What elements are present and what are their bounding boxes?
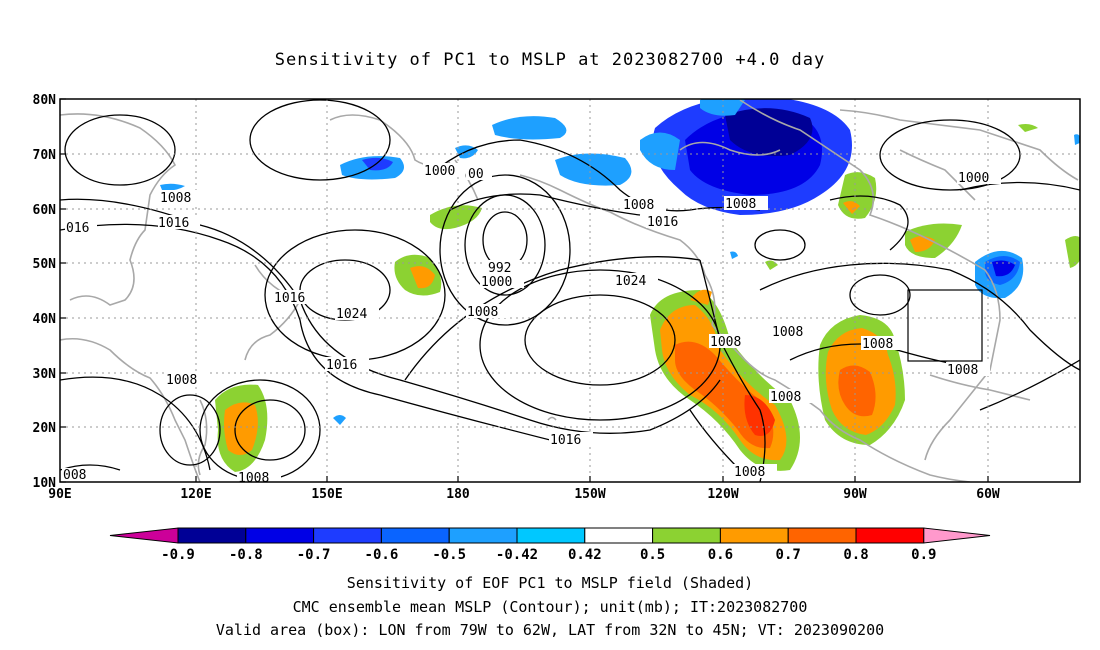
- contour-label: 1000: [958, 171, 989, 186]
- contour-label: 1016: [647, 215, 678, 230]
- colorbar-swatch: [516, 527, 586, 544]
- colorbar-label: -0.6: [365, 547, 399, 563]
- footer-line-contour: CMC ensemble mean MSLP (Contour); unit(m…: [292, 598, 808, 616]
- colorbar-swatch: [584, 527, 654, 544]
- lon-tick-label: 150W: [574, 487, 605, 502]
- colorbar-label: 0.42: [568, 547, 602, 563]
- lat-tick-label: 20N: [33, 421, 57, 436]
- colorbar-high-triangle: [923, 527, 991, 544]
- colorbar-label: 0.9: [911, 547, 936, 563]
- footer-line-valid-area: Valid area (box): LON from 79W to 62W, L…: [215, 621, 885, 639]
- contour-label: 1008: [710, 335, 741, 350]
- contour-label: 1008: [862, 337, 893, 352]
- colorbar-swatch: [245, 527, 315, 544]
- lon-tick-label: 90W: [843, 487, 867, 502]
- coastlines: [60, 99, 1079, 482]
- lon-tick-label: 90E: [48, 487, 71, 502]
- colorbar-label: 0.5: [640, 547, 665, 563]
- colorbar-swatch: [787, 527, 857, 544]
- contour-label: 008: [63, 468, 86, 483]
- colorbar-label: -0.8: [229, 547, 263, 563]
- contour-label: 1008: [772, 325, 803, 340]
- contour-label: 1016: [326, 358, 357, 373]
- gridlines: [60, 99, 1080, 482]
- contour-label: 1000: [481, 275, 512, 290]
- contour-label: 1024: [615, 274, 646, 289]
- valid-area-box: [907, 289, 983, 362]
- contour-label: 1008: [238, 471, 269, 486]
- colorbar-swatch: [177, 527, 247, 544]
- contour-label: 1008: [467, 305, 498, 320]
- lat-tick-label: 80N: [33, 93, 57, 108]
- colorbar-label: 0.8: [843, 547, 868, 563]
- colorbar-swatch: [448, 527, 518, 544]
- axis-ticks: [60, 98, 989, 483]
- colorbar-label: 0.6: [708, 547, 733, 563]
- colorbar-label: -0.7: [297, 547, 331, 563]
- contour-label: 1000: [424, 164, 455, 179]
- lat-tick-label: 30N: [33, 367, 57, 382]
- contour-label: 1008: [734, 465, 765, 480]
- colorbar-label: -0.42: [496, 547, 538, 563]
- footer-line-shaded: Sensitivity of EOF PC1 to MSLP field (Sh…: [346, 574, 754, 592]
- map-frame: [59, 98, 1081, 483]
- lat-tick-label: 70N: [33, 148, 57, 163]
- colorbar-label: -0.9: [161, 547, 195, 563]
- plot-title: Sensitivity of PC1 to MSLP at 2023082700…: [274, 50, 826, 70]
- contour-label: 00: [468, 167, 484, 182]
- contour-label: 1024: [336, 307, 367, 322]
- lat-tick-label: 60N: [33, 203, 57, 218]
- contour-label: 1008: [160, 191, 191, 206]
- contour-label: 1008: [725, 197, 756, 212]
- lat-tick-label: 50N: [33, 257, 57, 272]
- contour-label: 1008: [166, 373, 197, 388]
- colorbar-swatch: [313, 527, 382, 544]
- contour-label: 1016: [274, 291, 305, 306]
- lon-tick-label: 150E: [311, 487, 342, 502]
- lat-tick-label: 40N: [33, 312, 57, 327]
- colorbar-swatch: [380, 527, 450, 544]
- contour-label: 1008: [623, 198, 654, 213]
- positive-sensitivity-shading: [215, 124, 1080, 472]
- lon-tick-label: 120E: [180, 487, 211, 502]
- lon-tick-label: 60W: [976, 487, 1000, 502]
- lon-tick-label: 120W: [707, 487, 738, 502]
- colorbar-swatch: [855, 527, 925, 544]
- contour-label: 1008: [770, 390, 801, 405]
- colorbar-swatch: [652, 527, 721, 544]
- contour-label: 992: [488, 261, 511, 276]
- lat-tick-label: 10N: [33, 476, 57, 491]
- colorbar-label: 0.7: [776, 547, 801, 563]
- negative-sensitivity-shading: [160, 99, 1080, 425]
- lon-tick-label: 180: [446, 487, 470, 502]
- colorbar: -0.9 -0.8 -0.7 -0.6 -0.5 -0.42 0.42 0.5 0.6 0.7 0.…: [109, 527, 991, 563]
- colorbar-swatch: [719, 527, 789, 544]
- colorbar-low-triangle: [109, 527, 179, 544]
- contour-label: 016: [66, 221, 89, 236]
- contour-label: 1008: [947, 363, 978, 378]
- contour-label: 1016: [158, 216, 189, 231]
- contour-label: 1016: [550, 433, 581, 448]
- colorbar-label: -0.5: [432, 547, 466, 563]
